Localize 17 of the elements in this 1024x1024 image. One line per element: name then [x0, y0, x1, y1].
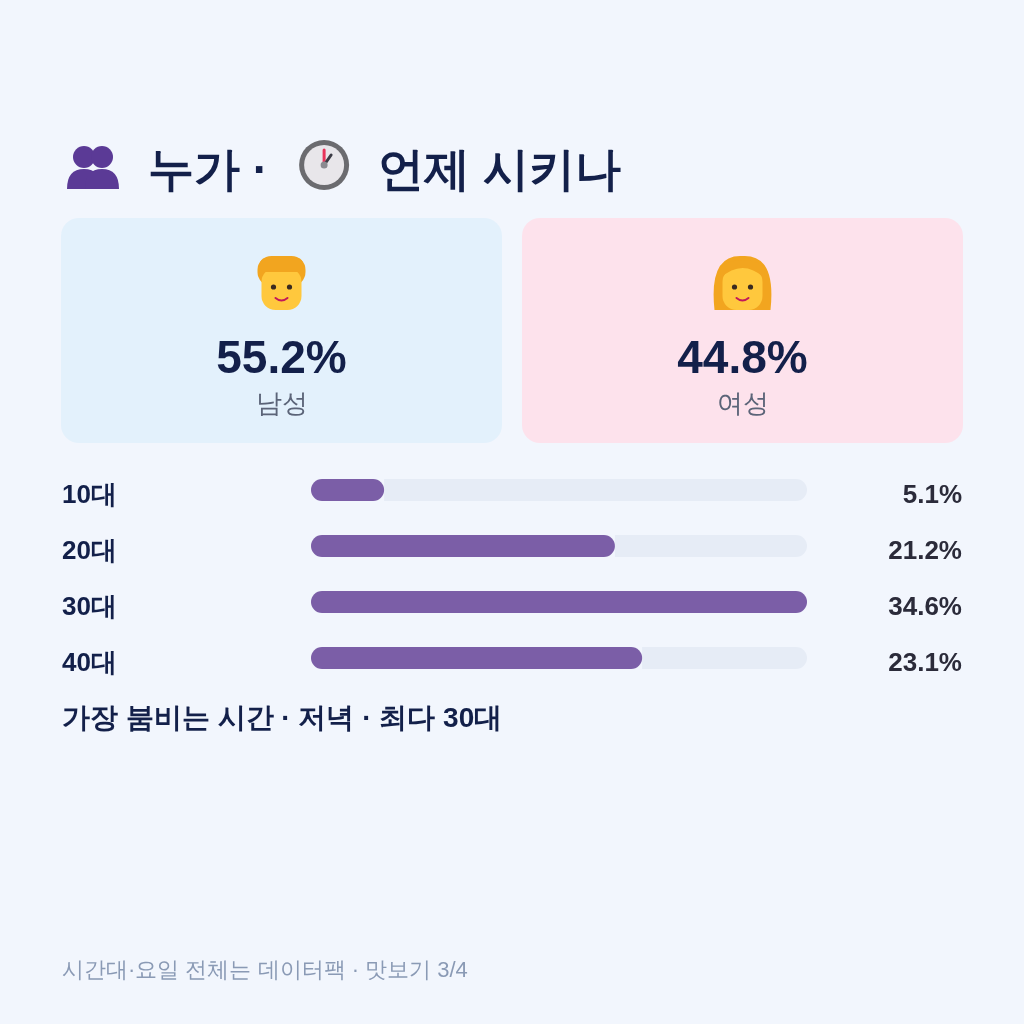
y-tick-label: 10대 — [62, 479, 117, 509]
data-label: 23.1% — [888, 647, 962, 677]
text: 시간대·요일 전체는 데이터팩 · 맛보기 3/4 — [62, 957, 468, 982]
category-label: 여성 — [716, 388, 769, 418]
y-tick-label: 40대 — [62, 647, 117, 677]
bar — [311, 591, 807, 613]
y-tick-label: 30대 — [62, 591, 117, 621]
text: 가장 붐비는 시간 · 저녁 · 최다 30대 — [62, 702, 503, 733]
chart-title: 누가 · 언제 시키나 — [148, 143, 621, 195]
category-label: 남성 — [255, 388, 308, 418]
bar — [311, 479, 385, 501]
data-label: 5.1% — [902, 479, 962, 509]
data-label: 34.6% — [888, 591, 962, 621]
data-label: 21.2% — [888, 535, 962, 565]
y-tick-label: 20대 — [62, 535, 117, 565]
text: 55.2% — [216, 331, 347, 383]
text: 44.8% — [677, 331, 808, 383]
